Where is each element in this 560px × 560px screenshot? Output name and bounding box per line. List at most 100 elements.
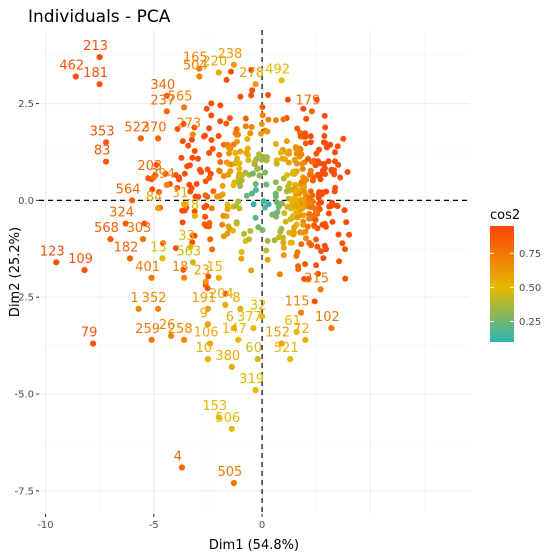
data-point: [226, 150, 232, 157]
data-point: [286, 150, 293, 157]
data-point: [299, 229, 306, 236]
data-point: [252, 187, 259, 193]
point-462: [72, 73, 79, 80]
point-label-79: 79: [81, 326, 98, 341]
point-147: [235, 336, 242, 343]
point-278: [252, 81, 259, 88]
data-point: [238, 249, 245, 255]
data-point: [269, 211, 276, 218]
data-point: [298, 241, 305, 248]
data-point: [313, 236, 319, 243]
data-point: [321, 220, 328, 227]
data-point: [308, 242, 315, 249]
data-point: [283, 138, 290, 145]
data-point: [255, 224, 262, 231]
data-point: [217, 159, 224, 165]
point-label-315: 315: [304, 271, 329, 286]
point-label-60: 60: [245, 341, 262, 356]
point-label-394: 394: [150, 167, 175, 182]
data-point: [178, 154, 185, 161]
data-point: [285, 183, 292, 190]
data-point: [208, 100, 215, 107]
data-point: [222, 290, 229, 297]
data-point: [179, 138, 186, 145]
data-point: [233, 126, 240, 133]
data-point: [259, 227, 266, 233]
point-label-32: 32: [250, 299, 267, 314]
data-point: [248, 67, 255, 73]
data-point: [272, 117, 279, 124]
point-label-4: 4: [174, 450, 182, 465]
data-point: [313, 262, 320, 269]
point-33: [187, 243, 194, 250]
data-point: [145, 175, 152, 182]
data-point: [331, 171, 338, 178]
point-label-564: 564: [116, 182, 141, 197]
data-point: [287, 239, 294, 246]
data-point: [313, 96, 320, 103]
point-label-6: 6: [226, 310, 234, 325]
data-point: [186, 162, 193, 169]
data-point: [224, 201, 231, 208]
point-504: [196, 73, 203, 80]
data-point: [189, 154, 196, 161]
data-point: [337, 174, 344, 181]
data-point: [201, 221, 208, 228]
point-401: [148, 274, 155, 281]
data-point: [255, 165, 262, 172]
point-label-505: 505: [217, 465, 242, 480]
data-point: [335, 231, 342, 238]
point-165: [196, 65, 203, 72]
data-point: [284, 96, 291, 103]
point-15: [215, 274, 222, 281]
data-point: [336, 258, 343, 265]
point-label-565: 565: [168, 89, 193, 104]
data-point: [291, 230, 297, 236]
point-label-278: 278: [239, 66, 264, 81]
point-label-26: 26: [159, 318, 176, 333]
point-label-352: 352: [142, 291, 167, 306]
data-point: [153, 161, 160, 168]
data-point: [331, 188, 338, 195]
x-tick-label: -10: [37, 520, 53, 531]
data-point: [293, 168, 300, 175]
data-point: [205, 273, 212, 280]
data-point: [202, 213, 209, 220]
data-point: [341, 207, 348, 214]
legend-ticks: 0.25 0.50 0.75: [490, 249, 541, 328]
data-point: [279, 200, 285, 207]
point-label-203: 203: [137, 159, 162, 174]
data-point: [305, 275, 312, 282]
point-377: [250, 325, 257, 332]
point-370: [155, 135, 162, 142]
data-point: [292, 188, 299, 195]
point-label-23: 23: [194, 264, 211, 279]
data-point: [248, 267, 255, 274]
data-point: [317, 171, 324, 178]
data-point: [298, 151, 305, 158]
data-point: [227, 168, 234, 175]
point-label-401: 401: [135, 260, 160, 275]
x-axis-ticks: -10 -5 0: [37, 514, 265, 531]
data-point: [162, 170, 169, 177]
data-point: [314, 243, 321, 250]
point-label-522: 522: [124, 120, 149, 135]
data-point: [225, 223, 232, 230]
data-point: [321, 242, 328, 249]
data-point: [208, 137, 215, 143]
data-point: [301, 275, 308, 282]
data-point: [236, 180, 243, 187]
data-point: [226, 115, 233, 122]
data-point: [316, 160, 323, 167]
point-label-303: 303: [127, 221, 152, 236]
point-102: [328, 325, 335, 332]
legend-tick-label: 0.75: [519, 249, 541, 260]
data-point: [256, 172, 263, 179]
data-point: [206, 125, 213, 132]
data-point: [263, 247, 270, 254]
data-point: [301, 188, 308, 195]
data-point: [299, 160, 306, 167]
data-point: [243, 192, 250, 199]
data-point: [300, 105, 307, 112]
